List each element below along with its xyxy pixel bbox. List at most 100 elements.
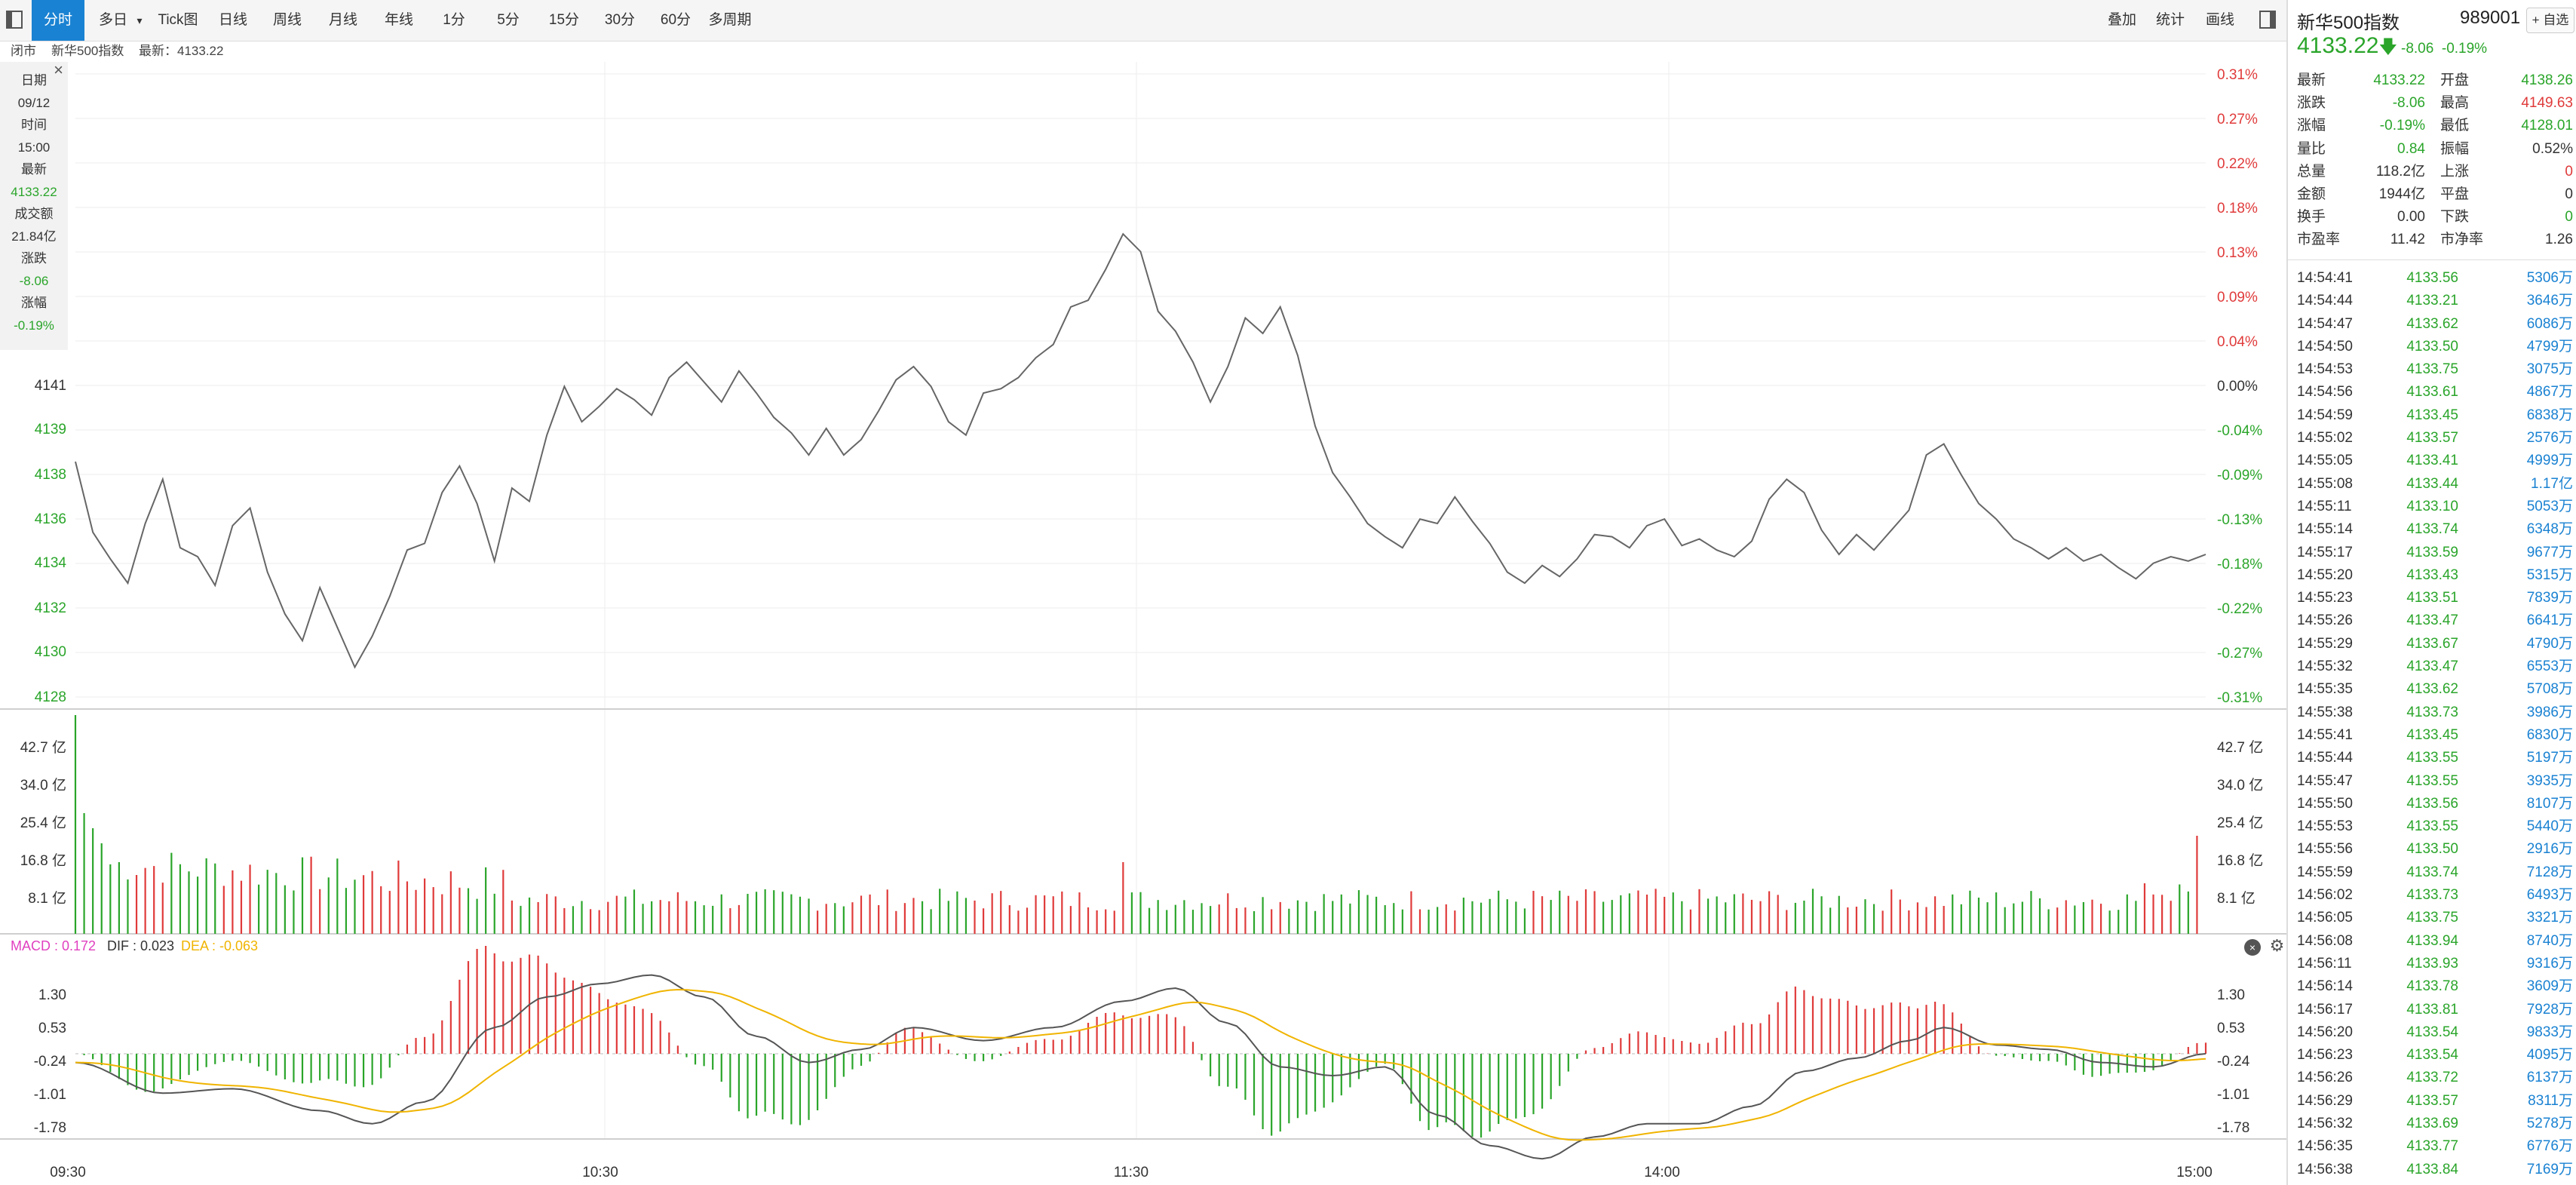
stat-value: 0 bbox=[2565, 209, 2573, 226]
tick-price: 4133.50 bbox=[2406, 338, 2458, 355]
percent-tick-label: -0.22% bbox=[2217, 601, 2262, 617]
tick-time: 14:54:53 bbox=[2297, 361, 2353, 378]
tooltip-amount: 21.84亿 bbox=[11, 229, 57, 244]
tick-row: 14:56:20 4133.54 9833万 bbox=[2297, 1021, 2573, 1044]
stat-value: 0 bbox=[2565, 186, 2573, 202]
tick-amount: 6776万 bbox=[2526, 1138, 2573, 1155]
tick-row: 14:56:11 4133.93 9316万 bbox=[2297, 953, 2573, 975]
divider bbox=[2288, 259, 2576, 260]
tab-multi-day[interactable]: 多日 bbox=[98, 12, 127, 28]
tick-amount: 3935万 bbox=[2526, 772, 2573, 789]
tooltip-date: 09/12 bbox=[17, 95, 51, 110]
volume-axis: 42.7 亿 42.7 亿 34.0 亿 34.0 亿 25.4 亿 25.4 亿 16.8… bbox=[20, 739, 2264, 907]
percent-tick-label: -0.31% bbox=[2217, 690, 2262, 706]
tick-amount: 4790万 bbox=[2526, 635, 2573, 652]
right-panel-toggle-icon[interactable] bbox=[2259, 11, 2276, 29]
macd-value: MACD : 0.172 bbox=[11, 938, 97, 953]
tab-multi-period[interactable]: 多周期 bbox=[708, 12, 752, 28]
tick-price: 4133.43 bbox=[2406, 566, 2458, 583]
tick-row: 14:54:56 4133.61 4867万 bbox=[2297, 381, 2573, 404]
tick-amount: 9833万 bbox=[2526, 1024, 2573, 1040]
volume-tick-label: 42.7 亿 bbox=[20, 739, 66, 756]
tick-row: 14:56:26 4133.72 6137万 bbox=[2297, 1067, 2573, 1089]
tick-amount: 6838万 bbox=[2526, 407, 2573, 423]
percent-tick-label: 0.27% bbox=[2217, 112, 2258, 127]
stat-label: 市净率 bbox=[2440, 232, 2484, 248]
tick-row: 14:55:50 4133.56 8107万 bbox=[2297, 793, 2573, 815]
tick-price: 4133.57 bbox=[2406, 430, 2458, 447]
volume-tick-label-right: 25.4 亿 bbox=[2217, 815, 2263, 831]
tick-amount: 7928万 bbox=[2526, 1001, 2573, 1018]
tick-time: 14:55:05 bbox=[2297, 453, 2353, 469]
stat-label: 涨跌 bbox=[2297, 95, 2326, 112]
tick-amount: 5708万 bbox=[2526, 681, 2573, 698]
close-icon[interactable]: × bbox=[54, 60, 63, 79]
price-change: -8.06 -0.19% bbox=[2401, 41, 2488, 57]
stat-row: 量比 0.84 振幅 0.52% bbox=[2297, 138, 2573, 161]
tab-monthly[interactable]: 月线 bbox=[328, 12, 357, 28]
tick-price: 4133.57 bbox=[2406, 1092, 2458, 1109]
tab-tick[interactable]: Tick图 bbox=[158, 12, 198, 28]
tab-60min[interactable]: 60分 bbox=[660, 12, 692, 28]
tick-row: 14:55:05 4133.41 4999万 bbox=[2297, 450, 2573, 472]
tab-intraday[interactable]: 分时 bbox=[32, 0, 84, 41]
volume-tick-label-right: 34.0 亿 bbox=[2217, 777, 2263, 794]
tick-amount: 6830万 bbox=[2526, 726, 2573, 743]
volume-tick-label: 16.8 亿 bbox=[20, 852, 66, 869]
tick-amount: 3075万 bbox=[2526, 361, 2573, 378]
tick-amount: 7128万 bbox=[2526, 864, 2573, 880]
tick-row: 14:55:29 4133.67 4790万 bbox=[2297, 633, 2573, 655]
macd-axis: 1.30 1.30 0.53 0.53 -0.24 -0.24 -1.01 -1.01 -1.7… bbox=[34, 987, 2250, 1136]
chevron-down-icon[interactable]: ▾ bbox=[136, 14, 143, 26]
stat-label: 最低 bbox=[2440, 118, 2470, 134]
tab-yearly[interactable]: 年线 bbox=[384, 12, 413, 28]
add-watchlist-button[interactable]: + 自选 bbox=[2526, 8, 2574, 33]
tab-weekly[interactable]: 周线 bbox=[272, 12, 302, 28]
macd-controls: × ⚙ bbox=[2240, 938, 2285, 956]
price-tick-label: 4138 bbox=[35, 467, 66, 483]
macd-tick-label-right: -1.01 bbox=[2217, 1087, 2249, 1103]
tick-amount: 4867万 bbox=[2526, 384, 2573, 401]
tab-5min[interactable]: 5分 bbox=[497, 12, 520, 28]
stat-value: 1.26 bbox=[2545, 232, 2573, 248]
gear-icon[interactable]: ⚙ bbox=[2269, 936, 2285, 955]
tick-row: 14:55:20 4133.43 5315万 bbox=[2297, 564, 2573, 587]
tick-list[interactable]: 14:54:41 4133.56 5306万 14:54:44 4133.21 3646万… bbox=[2297, 267, 2573, 1181]
macd-tick-label: -1.01 bbox=[34, 1087, 66, 1103]
tick-row: 14:55:23 4133.51 7839万 bbox=[2297, 587, 2573, 609]
statistics-button[interactable]: 统计 bbox=[2155, 12, 2185, 28]
tooltip-pct-label: 涨幅 bbox=[21, 296, 47, 310]
left-panel-toggle-icon[interactable] bbox=[6, 11, 23, 29]
stat-label: 最高 bbox=[2440, 95, 2470, 112]
stat-row: 市盈率 11.42 市净率 1.26 bbox=[2297, 229, 2573, 251]
percent-tick-label: 0.18% bbox=[2217, 201, 2258, 216]
tick-price: 4133.72 bbox=[2406, 1070, 2458, 1086]
stat-label: 涨幅 bbox=[2297, 118, 2326, 134]
tick-time: 14:55:44 bbox=[2297, 750, 2353, 766]
info-bar: 闭市 新华500指数 最新：4133.22 bbox=[0, 41, 2286, 62]
tick-row: 14:56:08 4133.94 8740万 bbox=[2297, 930, 2573, 953]
tooltip-change-label: 涨跌 bbox=[21, 251, 47, 266]
tab-15min[interactable]: 15分 bbox=[548, 12, 580, 28]
tick-time: 14:56:23 bbox=[2297, 1047, 2353, 1064]
tick-amount: 6086万 bbox=[2526, 315, 2573, 332]
tab-1min[interactable]: 1分 bbox=[443, 12, 465, 28]
tab-30min[interactable]: 30分 bbox=[604, 12, 636, 28]
tick-time: 14:55:08 bbox=[2297, 475, 2353, 492]
tick-row: 14:55:02 4133.57 2576万 bbox=[2297, 427, 2573, 450]
overlay-button[interactable]: 叠加 bbox=[2107, 12, 2136, 28]
price-tick-label: 4134 bbox=[35, 555, 67, 571]
tab-daily[interactable]: 日线 bbox=[218, 12, 247, 28]
tick-row: 14:55:11 4133.10 5053万 bbox=[2297, 496, 2573, 518]
quote-stats: 最新 4133.22 开盘 4138.26 涨跌 -8.06 最高 4149.63 涨幅 -0.1… bbox=[2297, 69, 2573, 252]
tick-row: 14:54:53 4133.75 3075万 bbox=[2297, 358, 2573, 381]
close-indicator-icon[interactable]: × bbox=[2244, 939, 2261, 956]
tick-price: 4133.67 bbox=[2406, 635, 2458, 652]
draw-line-button[interactable]: 画线 bbox=[2205, 12, 2234, 28]
tick-row: 14:55:08 4133.44 1.17亿 bbox=[2297, 473, 2573, 496]
dif-line bbox=[75, 974, 2206, 1160]
tick-row: 14:56:32 4133.69 5278万 bbox=[2297, 1113, 2573, 1135]
tick-row: 14:55:38 4133.73 3986万 bbox=[2297, 701, 2573, 724]
price-tick-label: 4130 bbox=[35, 644, 66, 660]
